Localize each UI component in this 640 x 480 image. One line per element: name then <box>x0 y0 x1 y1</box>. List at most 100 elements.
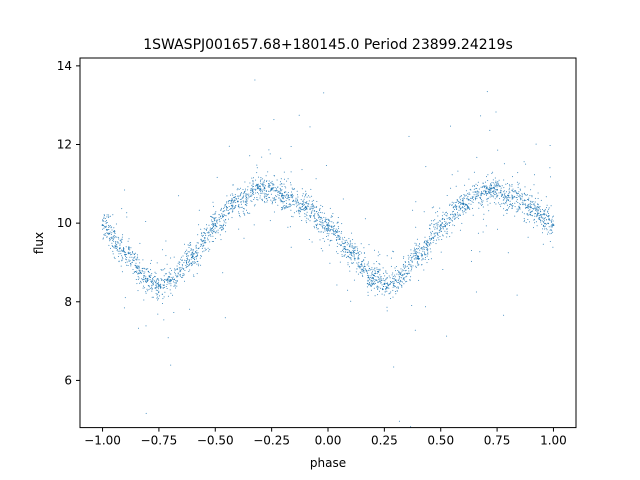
data-point <box>231 208 233 210</box>
data-point <box>235 205 237 207</box>
data-point <box>204 239 206 241</box>
data-point <box>542 217 544 219</box>
data-point <box>198 224 200 226</box>
data-point <box>313 225 315 227</box>
data-point <box>316 226 318 228</box>
data-point <box>287 194 289 196</box>
data-point <box>398 276 400 277</box>
data-point <box>490 183 492 185</box>
data-point <box>328 230 330 232</box>
data-point <box>376 267 378 269</box>
data-point <box>219 228 221 229</box>
data-point <box>362 275 364 277</box>
data-point <box>475 183 477 185</box>
data-point <box>548 212 549 214</box>
data-point <box>158 285 160 287</box>
data-point <box>202 251 204 253</box>
data-point <box>194 259 196 260</box>
data-point <box>404 273 406 275</box>
data-point <box>336 236 338 238</box>
data-point <box>388 283 390 285</box>
data-point <box>144 287 146 289</box>
data-point <box>268 180 270 182</box>
data-point <box>489 196 491 198</box>
data-point <box>170 292 172 294</box>
data-point <box>274 198 276 200</box>
data-point <box>176 285 178 287</box>
data-point <box>424 252 426 254</box>
data-point <box>353 254 355 256</box>
data-point <box>471 250 472 251</box>
data-point <box>104 218 106 219</box>
data-point <box>217 229 219 231</box>
data-point <box>391 274 393 276</box>
data-point <box>322 226 324 228</box>
data-point <box>352 262 354 264</box>
data-point <box>247 195 249 197</box>
data-point <box>417 245 419 247</box>
data-point <box>144 280 146 282</box>
data-point <box>361 263 363 265</box>
data-point <box>213 229 215 231</box>
data-point <box>431 207 433 209</box>
data-point <box>111 232 113 234</box>
data-point <box>539 217 541 219</box>
data-point <box>356 262 358 264</box>
data-point <box>390 281 391 282</box>
data-point <box>550 225 552 227</box>
data-point <box>123 307 125 309</box>
data-point <box>256 184 258 186</box>
data-point <box>521 198 523 200</box>
data-point <box>221 225 223 227</box>
data-point <box>214 220 216 222</box>
data-point <box>198 248 199 249</box>
data-point <box>517 211 519 213</box>
data-point <box>228 200 230 202</box>
data-point <box>445 214 447 216</box>
data-point <box>404 267 405 269</box>
data-point <box>548 223 550 225</box>
data-point <box>198 209 200 211</box>
data-point <box>475 198 476 199</box>
data-point <box>422 250 424 252</box>
data-point <box>446 215 448 217</box>
data-point <box>157 283 159 285</box>
data-point <box>230 201 232 203</box>
data-point <box>150 269 151 271</box>
data-point <box>204 237 206 239</box>
data-point <box>203 232 205 234</box>
data-point <box>452 215 454 217</box>
data-point <box>108 226 110 228</box>
data-point <box>299 202 301 204</box>
data-point <box>512 176 513 178</box>
data-point <box>140 280 142 282</box>
data-point <box>195 245 197 247</box>
data-point <box>366 264 368 266</box>
data-point <box>272 188 274 190</box>
data-point <box>462 204 464 206</box>
data-point <box>501 196 503 197</box>
data-point <box>166 283 168 285</box>
data-point <box>416 255 418 256</box>
data-point <box>550 220 552 222</box>
data-point <box>121 259 123 261</box>
data-point <box>442 222 443 224</box>
data-point <box>222 214 224 216</box>
data-point <box>180 275 181 277</box>
data-point <box>412 253 414 255</box>
data-point <box>311 207 313 209</box>
data-point <box>469 208 471 210</box>
data-point <box>445 223 447 225</box>
data-point <box>271 200 273 202</box>
data-point <box>452 210 454 212</box>
data-point <box>394 286 396 288</box>
data-point <box>514 202 516 204</box>
data-point <box>411 267 413 269</box>
data-point <box>545 227 547 229</box>
data-point <box>517 172 519 174</box>
data-point <box>384 291 386 293</box>
data-point <box>537 192 539 194</box>
data-point <box>174 268 176 270</box>
data-point <box>128 260 130 262</box>
data-point <box>509 185 511 187</box>
